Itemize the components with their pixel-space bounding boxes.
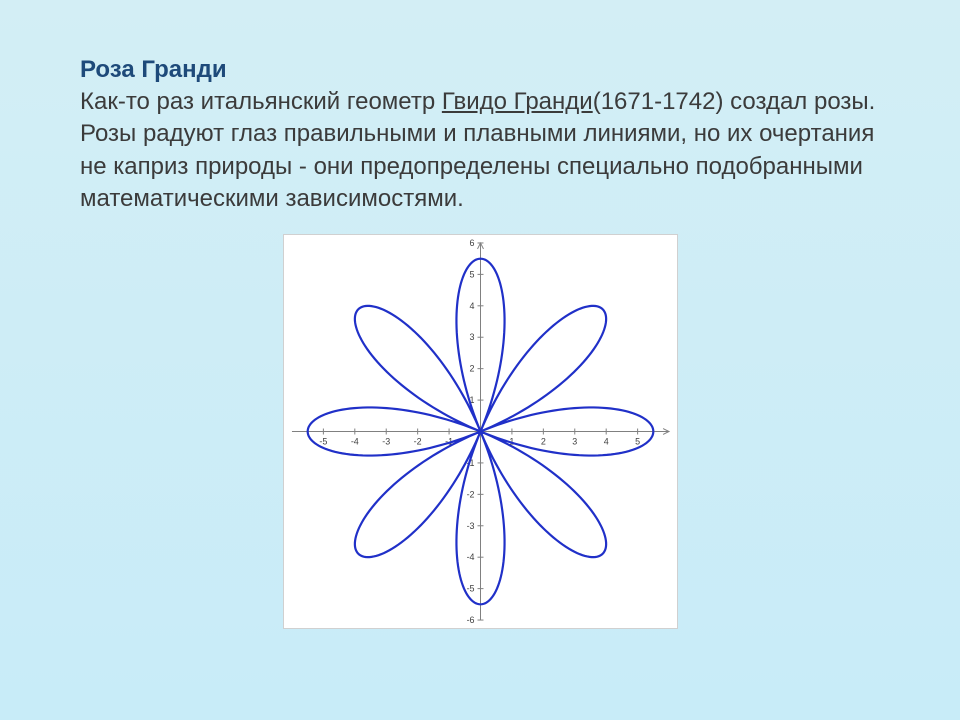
x-tick-label: 2 <box>540 436 545 446</box>
y-tick-label: 6 <box>469 238 474 248</box>
y-tick-label: -6 <box>466 615 474 625</box>
x-tick-label: -5 <box>319 436 327 446</box>
y-tick-label: -2 <box>466 489 474 499</box>
x-tick-label: -2 <box>413 436 421 446</box>
x-tick-label: -3 <box>382 436 390 446</box>
slide: Роза Гранди Как-то раз итальянский геоме… <box>0 0 960 720</box>
y-tick-label: -3 <box>466 520 474 530</box>
body-prefix: Как-то раз итальянский геометр <box>80 88 442 115</box>
x-tick-label: 5 <box>635 436 640 446</box>
x-tick-label: -4 <box>350 436 358 446</box>
chart-container: -5-4-3-2-112345-6-5-4-3-2-1123456 <box>80 234 880 629</box>
y-tick-label: 5 <box>469 269 474 279</box>
grandi-link[interactable]: Гвидо Гранди <box>442 88 593 115</box>
rose-chart: -5-4-3-2-112345-6-5-4-3-2-1123456 <box>283 234 678 629</box>
slide-title: Роза Гранди <box>80 56 880 84</box>
x-tick-label: 3 <box>572 436 577 446</box>
y-tick-label: 4 <box>469 300 474 310</box>
y-tick-label: -5 <box>466 583 474 593</box>
y-tick-label: 3 <box>469 332 474 342</box>
y-tick-label: -4 <box>466 552 474 562</box>
x-tick-label: 4 <box>603 436 608 446</box>
y-tick-label: 2 <box>469 363 474 373</box>
slide-body: Как-то раз итальянский геометр Гвидо Гра… <box>80 86 880 216</box>
